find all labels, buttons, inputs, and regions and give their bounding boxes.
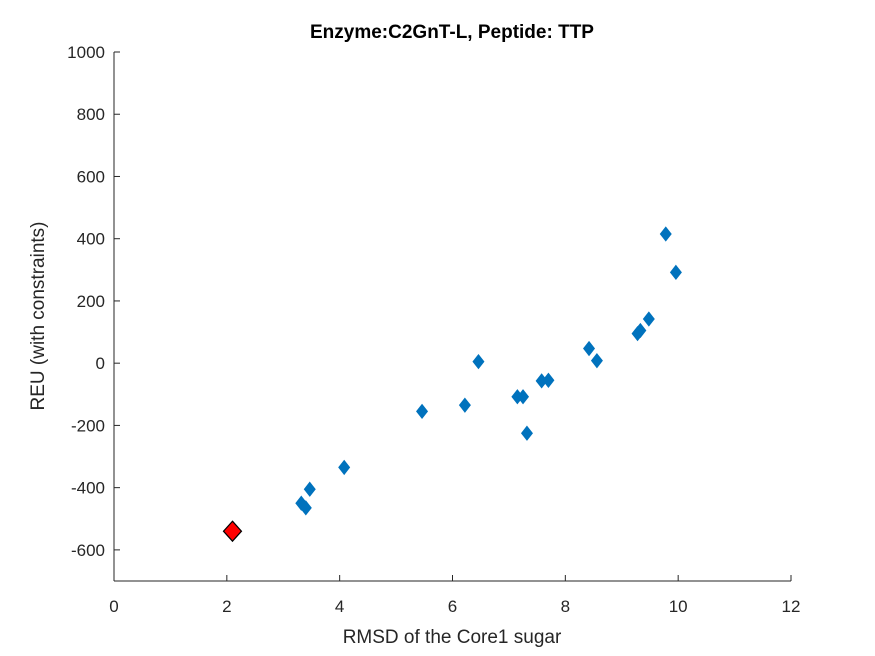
y-tick-label: 600: [77, 167, 105, 186]
data-point: [458, 397, 471, 413]
y-axis-label: REU (with constraints): [28, 222, 49, 411]
data-point: [299, 500, 312, 516]
y-tick-label: 800: [77, 105, 105, 124]
data-points: [222, 226, 682, 543]
y-axis-ticks: -600 -400 -200 0 200 400 600 800 1000: [67, 43, 120, 560]
y-tick-label: -600: [71, 541, 105, 560]
data-point: [542, 372, 555, 388]
data-point: [338, 459, 351, 476]
chart-title: Enzyme:C2GnT-L, Peptide: TTP: [310, 22, 594, 43]
x-tick-label: 6: [448, 597, 457, 616]
y-tick-label: 0: [96, 354, 105, 373]
data-point: [669, 264, 682, 280]
x-tick-label: 8: [561, 597, 570, 616]
y-tick-label: -200: [71, 416, 105, 435]
data-point: [520, 425, 533, 441]
highlighted-data-point: [222, 520, 243, 543]
x-axis-label: RMSD of the Core1 sugar: [343, 627, 562, 648]
x-tick-label: 2: [222, 597, 231, 616]
x-tick-label: 12: [782, 597, 801, 616]
data-point: [590, 353, 603, 369]
data-point: [583, 340, 596, 357]
data-point: [416, 403, 429, 420]
x-tick-label: 4: [335, 597, 344, 616]
y-tick-label: 1000: [67, 43, 105, 62]
y-tick-label: 400: [77, 230, 105, 249]
data-point: [634, 322, 647, 339]
data-point: [472, 353, 485, 370]
y-tick-label: 200: [77, 292, 105, 311]
data-point: [659, 226, 672, 242]
axes: [113, 52, 791, 582]
x-axis-ticks: 0 2 4 6 8 10 12: [109, 575, 800, 616]
data-point: [517, 389, 530, 405]
data-point: [303, 481, 316, 497]
y-tick-label: -400: [71, 479, 105, 498]
data-point: [642, 311, 655, 327]
x-tick-label: 0: [109, 597, 118, 616]
x-tick-label: 10: [669, 597, 688, 616]
